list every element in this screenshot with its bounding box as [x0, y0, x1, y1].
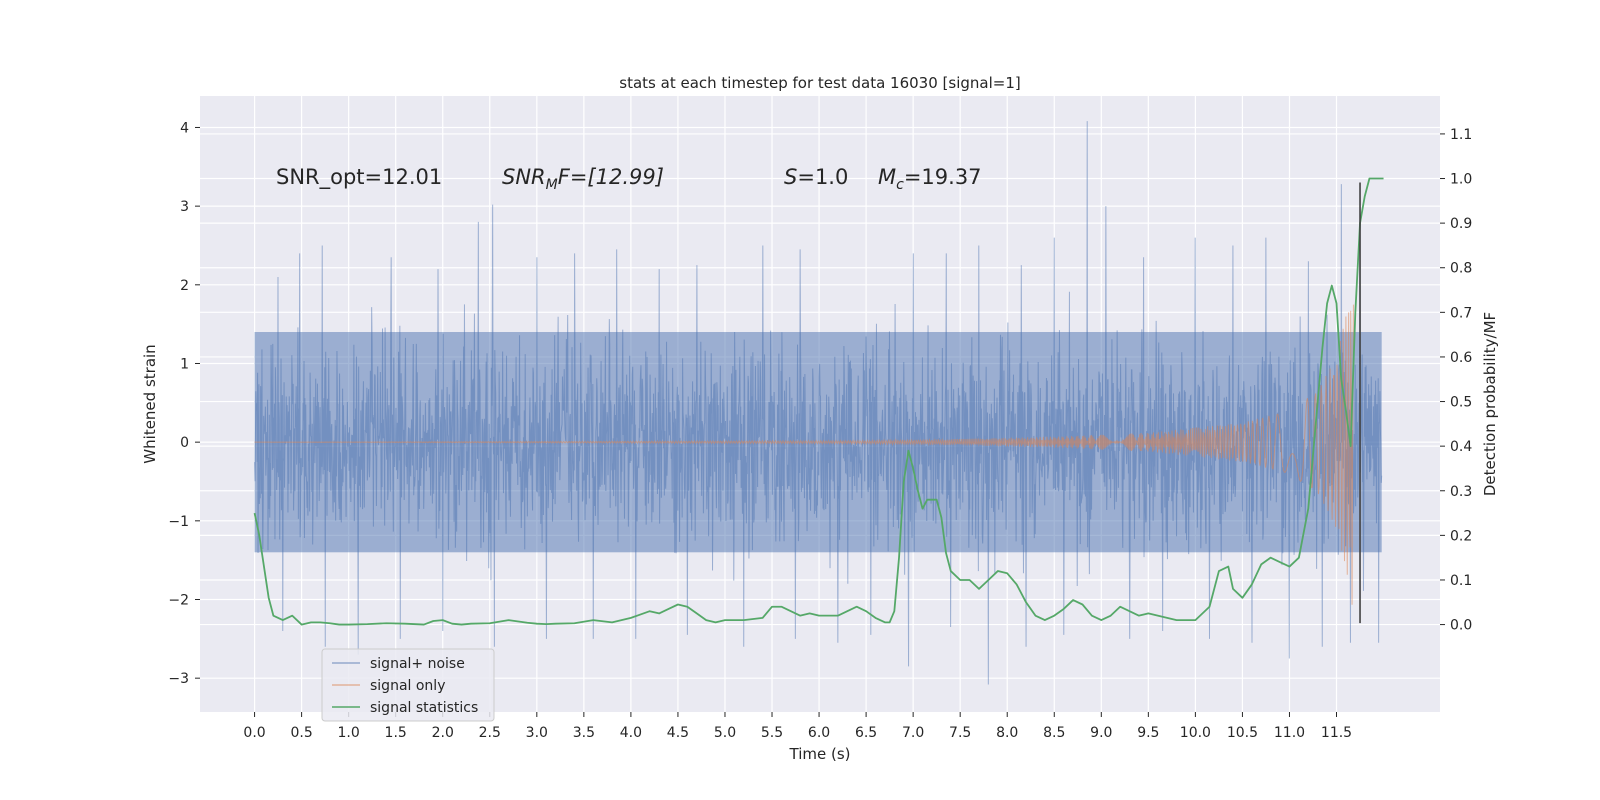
annotation-snr-opt: SNR_opt=12.01: [276, 165, 442, 190]
x-tick-label: 5.0: [714, 725, 736, 741]
right-tick-label: 0.5: [1450, 395, 1472, 411]
x-tick-label: 7.5: [949, 725, 971, 741]
x-tick-label: 8.0: [996, 725, 1018, 741]
x-tick-label: 3.5: [573, 725, 595, 741]
s-symbol: S: [784, 165, 797, 189]
x-tick-label: 9.5: [1137, 725, 1159, 741]
right-tick-label: 1.0: [1450, 172, 1472, 188]
x-tick-label: 0.0: [243, 725, 265, 741]
legend: signal+ noise signal only signal statist…: [321, 648, 495, 722]
chart-title: stats at each timestep for test data 160…: [619, 74, 1020, 92]
right-tick-label: 0.1: [1450, 573, 1472, 589]
x-tick-label: 2.5: [479, 725, 501, 741]
x-tick-label: 8.5: [1043, 725, 1065, 741]
right-tick-label: 0.7: [1450, 305, 1472, 321]
x-tick-label: 4.5: [667, 725, 689, 741]
x-tick-label: 6.5: [855, 725, 877, 741]
right-tick-label: 1.1: [1450, 127, 1472, 143]
right-tick-label: 0.8: [1450, 261, 1472, 277]
annotation-s: S=1.0: [784, 165, 848, 189]
left-tick-label: 3: [180, 199, 189, 215]
x-tick-label: 7.0: [902, 725, 924, 741]
mc-symbol: M: [878, 165, 896, 189]
right-tick-label: 0.3: [1450, 484, 1472, 500]
x-tick-label: 1.5: [385, 725, 407, 741]
x-tick-label: 6.0: [808, 725, 830, 741]
snr-mf-subscript: M: [546, 177, 558, 193]
x-tick-label: 2.0: [432, 725, 454, 741]
legend-label-signal-statistics: signal statistics: [370, 700, 478, 716]
x-axis-ticks: 0.0 0.5 1.0 1.5 2.0 2.5 3.0 3.5 4.0 4.5 5.0 5.5 6.0 6…: [243, 712, 1352, 741]
snr-mf-value: F=[12.99]: [558, 165, 664, 189]
s-value: =1.0: [797, 165, 848, 189]
annotation-snr-mf: SNRMF=[12.99]: [502, 165, 664, 193]
signal-only-series: [254, 304, 1354, 605]
x-tick-label: 3.0: [526, 725, 548, 741]
x-tick-label: 11.5: [1321, 725, 1352, 741]
left-tick-label: −1: [168, 514, 189, 530]
right-tick-label: 0.2: [1450, 528, 1472, 544]
signal-statistics-series: [253, 177, 1384, 626]
right-tick-label: 0.6: [1450, 350, 1472, 366]
right-tick-label: 0.9: [1450, 216, 1472, 232]
left-tick-label: 1: [180, 356, 189, 372]
x-tick-label: 5.5: [761, 725, 783, 741]
legend-box: [321, 648, 495, 722]
right-tick-label: 0.0: [1450, 618, 1472, 634]
left-tick-label: 0: [180, 435, 189, 451]
annotation-mc: Mc=19.37: [878, 165, 982, 193]
left-tick-label: −3: [168, 671, 189, 687]
left-axis-label: Whitened strain: [141, 344, 159, 463]
right-axis-ticks: 0.0 0.1 0.2 0.3 0.4 0.5 0.6 0.7 0.8 0.9 1.0 1.1: [1440, 127, 1472, 634]
x-tick-label: 11.0: [1274, 725, 1305, 741]
x-tick-label: 0.5: [290, 725, 312, 741]
left-tick-label: 2: [180, 278, 189, 294]
x-tick-label: 1.0: [338, 725, 360, 741]
left-tick-label: 4: [180, 120, 189, 136]
right-tick-label: 0.4: [1450, 439, 1472, 455]
mc-subscript: c: [896, 177, 904, 193]
left-tick-label: −2: [168, 592, 189, 608]
x-tick-label: 9.0: [1090, 725, 1112, 741]
legend-label-signal-only: signal only: [370, 678, 445, 694]
left-axis-ticks: −3 −2 −1 0 1 2 3 4: [168, 120, 200, 687]
series-layer: [253, 121, 1384, 685]
x-tick-label: 4.0: [620, 725, 642, 741]
x-tick-label: 10.5: [1227, 725, 1258, 741]
signal-noise-series: [254, 121, 1383, 685]
x-tick-label: 10.0: [1180, 725, 1211, 741]
legend-label-signal-noise: signal+ noise: [370, 656, 465, 672]
mc-value: =19.37: [904, 165, 982, 189]
x-axis-label: Time (s): [789, 745, 851, 763]
snr-mf-symbol: SNR: [502, 165, 546, 189]
right-axis-label: Detection probability/MF: [1481, 312, 1499, 496]
